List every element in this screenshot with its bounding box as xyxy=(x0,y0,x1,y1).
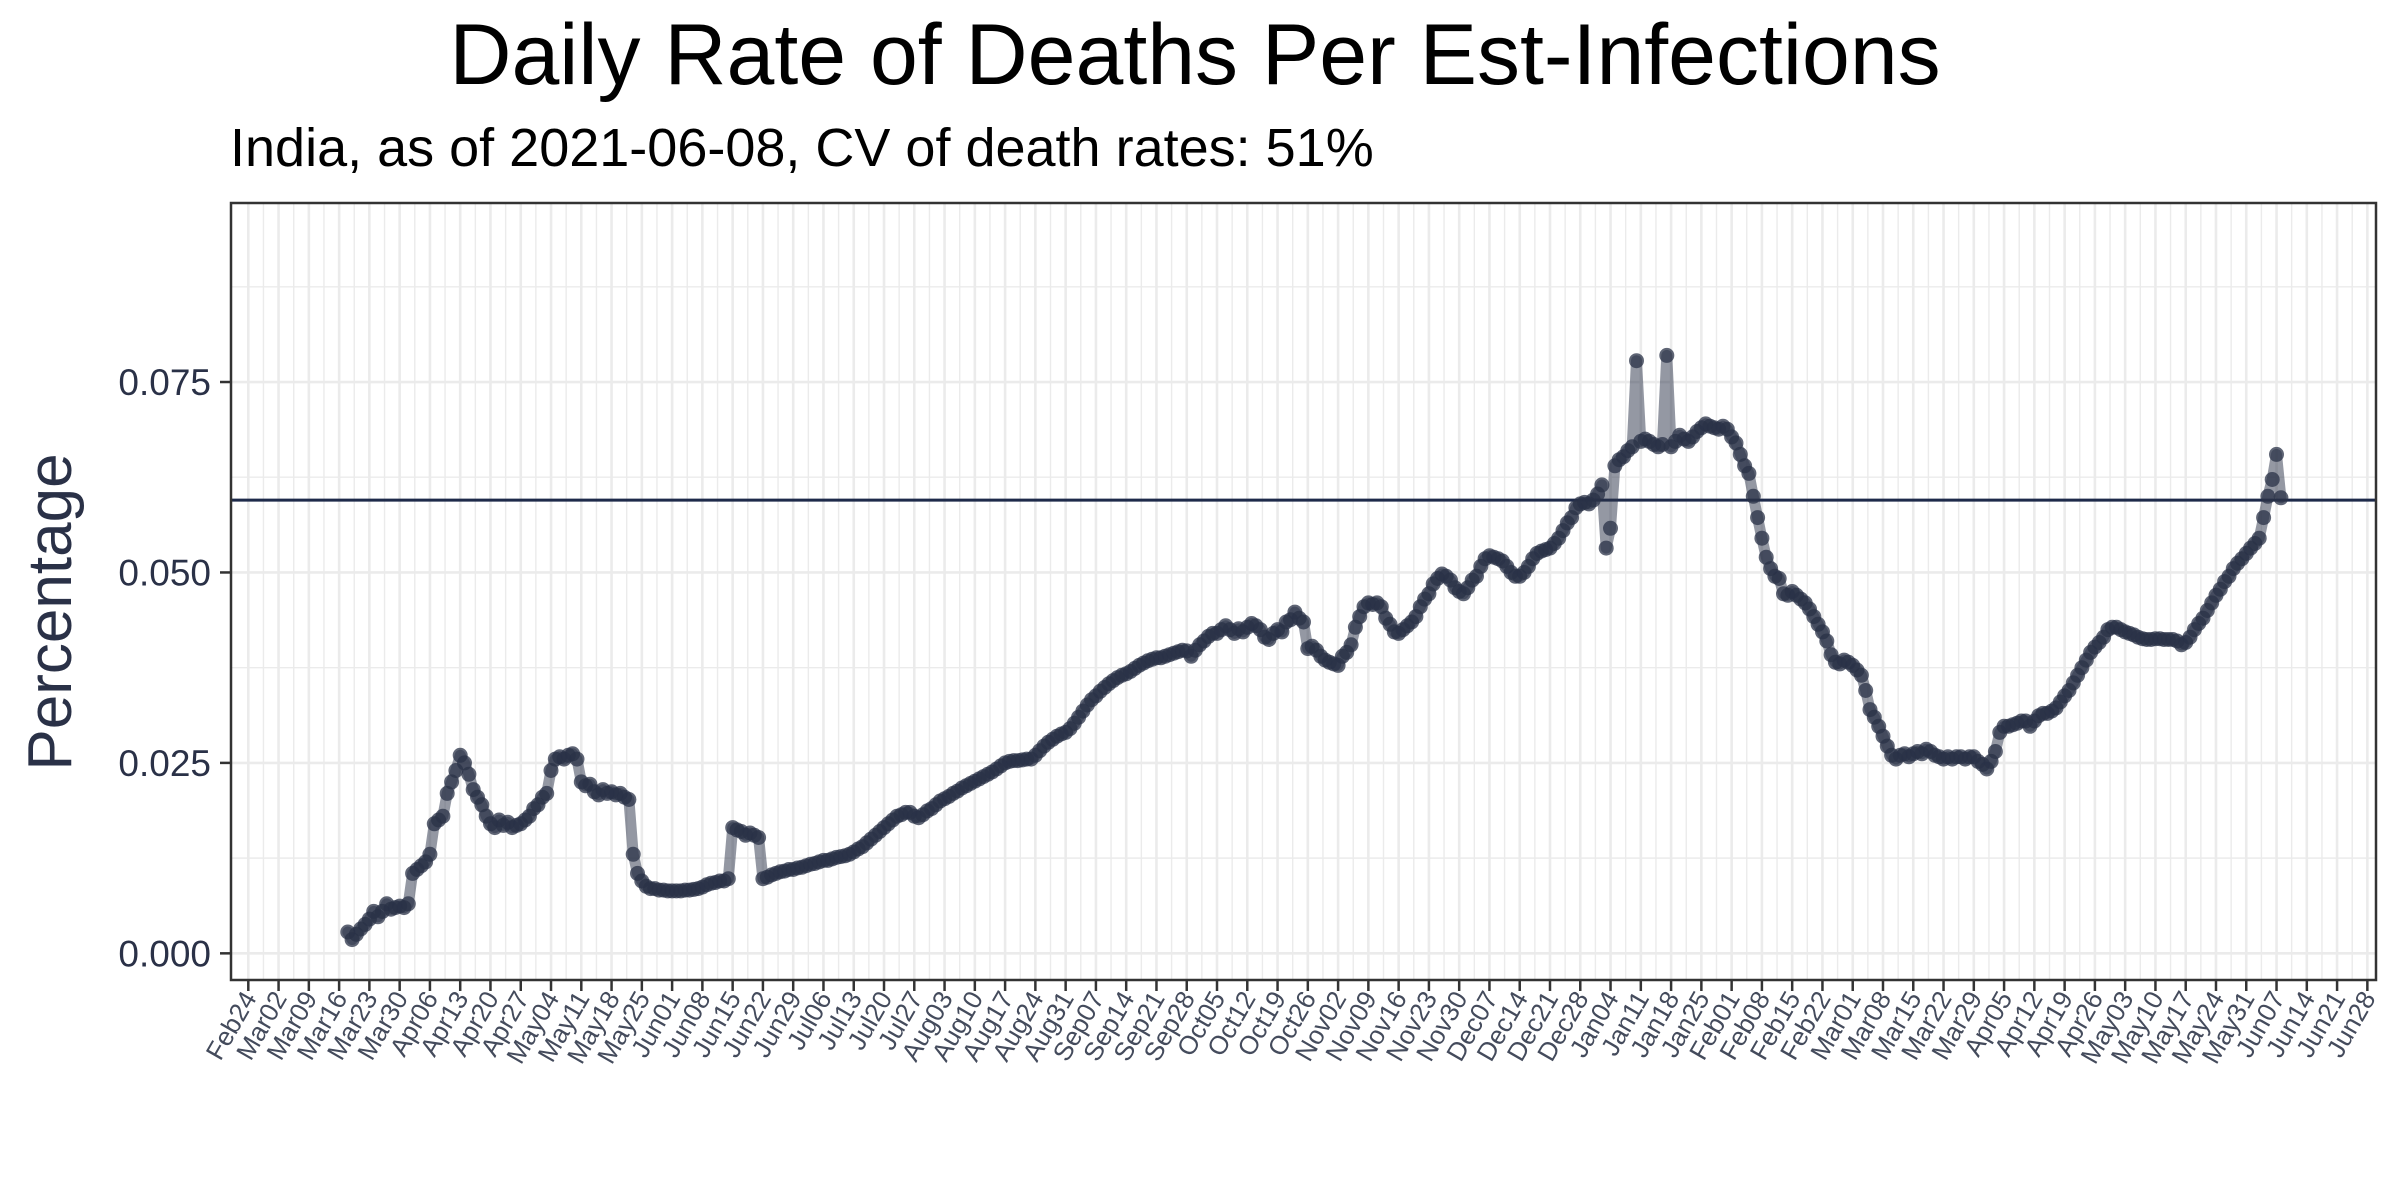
data-point xyxy=(1987,744,2003,759)
data-point xyxy=(625,846,641,862)
data-point xyxy=(457,755,472,771)
y-tick-label: 0.075 xyxy=(118,362,211,403)
data-point xyxy=(1750,510,1766,526)
data-point xyxy=(2269,446,2284,462)
data-point xyxy=(444,774,460,790)
data-point xyxy=(1853,667,1869,683)
data-point xyxy=(2264,472,2280,487)
chart-title: Daily Rate of Deaths Per Est-Infections xyxy=(449,7,1940,103)
data-point xyxy=(1373,599,1389,615)
plot-area: 0.0000.0250.0500.075Feb24Mar02Mar09Mar16… xyxy=(118,201,2382,1069)
data-point xyxy=(539,785,555,801)
data-point xyxy=(543,763,559,778)
y-tick-label: 0.025 xyxy=(118,743,211,784)
data-point xyxy=(1343,637,1359,653)
data-point xyxy=(1771,571,1787,586)
y-axis-label: Percentage xyxy=(16,453,85,770)
data-point xyxy=(1858,683,1874,698)
data-point xyxy=(2251,530,2267,546)
plot-panel xyxy=(231,203,2376,980)
data-point xyxy=(439,785,455,801)
data-point xyxy=(751,830,767,845)
data-point xyxy=(1296,614,1311,630)
data-point xyxy=(422,846,438,862)
data-point xyxy=(1754,530,1770,546)
data-point xyxy=(569,751,585,767)
data-point xyxy=(1598,540,1614,556)
data-point xyxy=(1819,633,1835,649)
chart-subtitle: India, as of 2021-06-08, CV of death rat… xyxy=(230,118,1374,178)
data-point xyxy=(435,808,451,824)
data-point xyxy=(1728,435,1744,451)
data-point xyxy=(461,766,477,782)
data-point xyxy=(1659,347,1675,363)
plot-border xyxy=(229,201,2378,982)
data-point xyxy=(1594,477,1610,493)
data-point xyxy=(1732,446,1748,462)
y-tick-label: 0.050 xyxy=(118,552,211,593)
data-point xyxy=(2256,510,2272,526)
data-point xyxy=(621,792,637,807)
data-point xyxy=(1745,488,1761,504)
data-point xyxy=(2260,488,2276,504)
data-point xyxy=(1629,353,1644,369)
data-point xyxy=(400,896,416,912)
data-point xyxy=(1758,549,1774,565)
data-point xyxy=(1741,465,1757,481)
y-tick-label: 0.000 xyxy=(118,933,211,974)
data-point xyxy=(720,871,736,887)
data-point xyxy=(474,797,490,813)
data-point xyxy=(1603,520,1618,536)
data-point xyxy=(2273,490,2289,506)
